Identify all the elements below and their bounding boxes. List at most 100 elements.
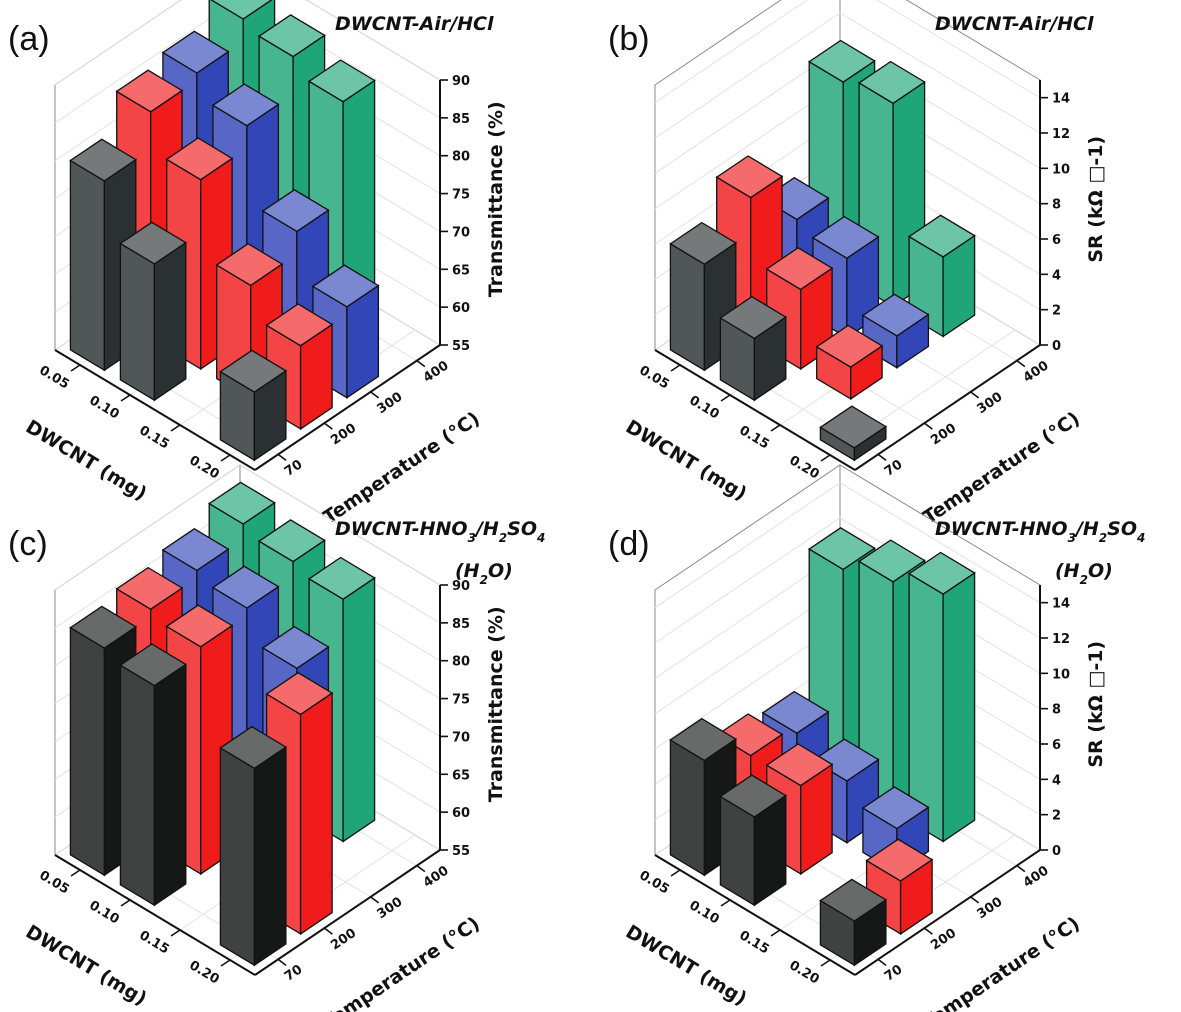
bar-top [865,838,934,882]
y-tick-mark [970,391,980,399]
x-tick-label: 0.15 [736,423,771,452]
z-tick-label: 55 [452,339,470,354]
y-tick-mark [1016,359,1026,368]
z-tick-label: 75 [452,693,470,708]
bar-top [669,717,738,762]
x-axis-line [654,349,856,471]
x-tick-mark [820,454,831,462]
bar-face-right [942,571,976,843]
z-axis-title: SR (kΩ □-1) [1085,136,1107,263]
y-tick-mark [323,422,333,430]
bar-top [807,527,876,571]
x-tick-mark [770,424,781,432]
x-tick-mark [220,959,231,967]
bar-top [857,539,926,583]
x-tick-mark [770,929,781,937]
bar-top [210,0,273,20]
bar-face-right [299,691,333,936]
x-tick-mark [820,959,831,967]
y-tick-label: 400 [1021,863,1052,891]
z-tick-label: 8 [1052,198,1061,213]
bar-top [765,743,834,787]
bar-top [219,725,288,770]
bar-0.20-70 [819,878,888,967]
panel-label: (a) [8,20,50,58]
z-tick-label: 85 [452,112,470,127]
bar-top [311,264,380,308]
x-tick-label: 0.20 [186,453,221,482]
y-tick-mark [323,927,333,935]
bar-face-left [119,242,156,402]
bar-top [861,293,930,337]
z-tick-label: 65 [452,768,470,783]
bar-top [119,221,188,265]
z-tick-label: 14 [1052,597,1070,612]
z-tick-label: 14 [1052,92,1070,107]
bar-top [165,604,234,648]
bar-top [265,671,334,716]
y-tick-label: 200 [328,926,359,954]
z-axis-title: Transmittance (%) [485,101,507,297]
bar-0.20-70 [219,349,288,462]
y-axis-title: Temperature (°C) [319,913,484,1012]
z-tick-label: 60 [452,806,470,821]
bar-top [161,30,230,74]
chart-panel-a: 0.050.100.150.20 702003004005560657075808… [8,0,507,529]
x-tick-label: 0.10 [86,898,121,927]
bar-top [907,214,976,258]
y-axis-line [254,849,441,976]
x-tick-label: 0.15 [136,423,171,452]
z-tick-label: 6 [1052,233,1061,248]
panel-label: (c) [8,525,48,563]
x-tick-label: 0.05 [636,363,671,392]
z-axis-title: Transmittance (%) [485,606,507,802]
y-tick-mark [877,453,887,462]
y-tick-label: 400 [1021,358,1052,386]
bar-face-left [669,738,706,877]
panel-label: (b) [608,20,650,58]
z-tick-label: 55 [452,844,470,859]
bar-top [719,295,788,340]
y-axis-line [254,344,441,471]
z-tick-label: 2 [1052,809,1061,824]
chart-panel-b: 0.050.100.150.20 7020030040002468101214DW… [608,0,1107,529]
y-tick-label: 400 [421,358,452,386]
bar-0.15-300 [861,293,930,369]
y-axis-line [854,344,1041,471]
bar-top [307,556,376,600]
bar-top [115,69,184,113]
bar-top [807,39,876,83]
bar-top [715,155,784,199]
z-tick-label: 4 [1052,773,1061,788]
x-tick-label: 0.10 [686,898,721,927]
bar-top [819,405,888,449]
y-tick-label: 200 [928,926,959,954]
z-tick-label: 12 [1052,632,1070,647]
y-axis-line [854,849,1041,976]
y-tick-label: 400 [421,863,452,891]
z-tick-label: 4 [1052,268,1061,283]
y-tick-label: 300 [974,895,1005,923]
bar-top [69,138,138,182]
x-tick-mark [170,929,181,937]
z-tick-label: 10 [1052,667,1070,682]
x-tick-label: 0.05 [36,363,71,392]
y-tick-label: 300 [374,390,405,418]
z-tick-label: 85 [452,617,470,632]
x-tick-label: 0.20 [786,958,821,987]
z-tick-label: 80 [452,150,470,165]
z-tick-label: 70 [452,730,470,745]
bar-0.20-70 [219,725,288,967]
x-axis-line [654,854,856,976]
x-tick-label: 0.05 [36,868,71,897]
x-tick-mark [670,869,681,877]
x-tick-mark [720,394,731,402]
bar-top [215,242,284,287]
y-tick-mark [923,422,933,430]
bar-face-left [669,242,706,372]
bar-top [211,565,280,609]
z-tick-label: 70 [452,225,470,240]
x-axis-line [54,854,256,976]
bar-top [761,690,830,734]
z-axis-title: SR (kΩ □-1) [1085,641,1107,768]
